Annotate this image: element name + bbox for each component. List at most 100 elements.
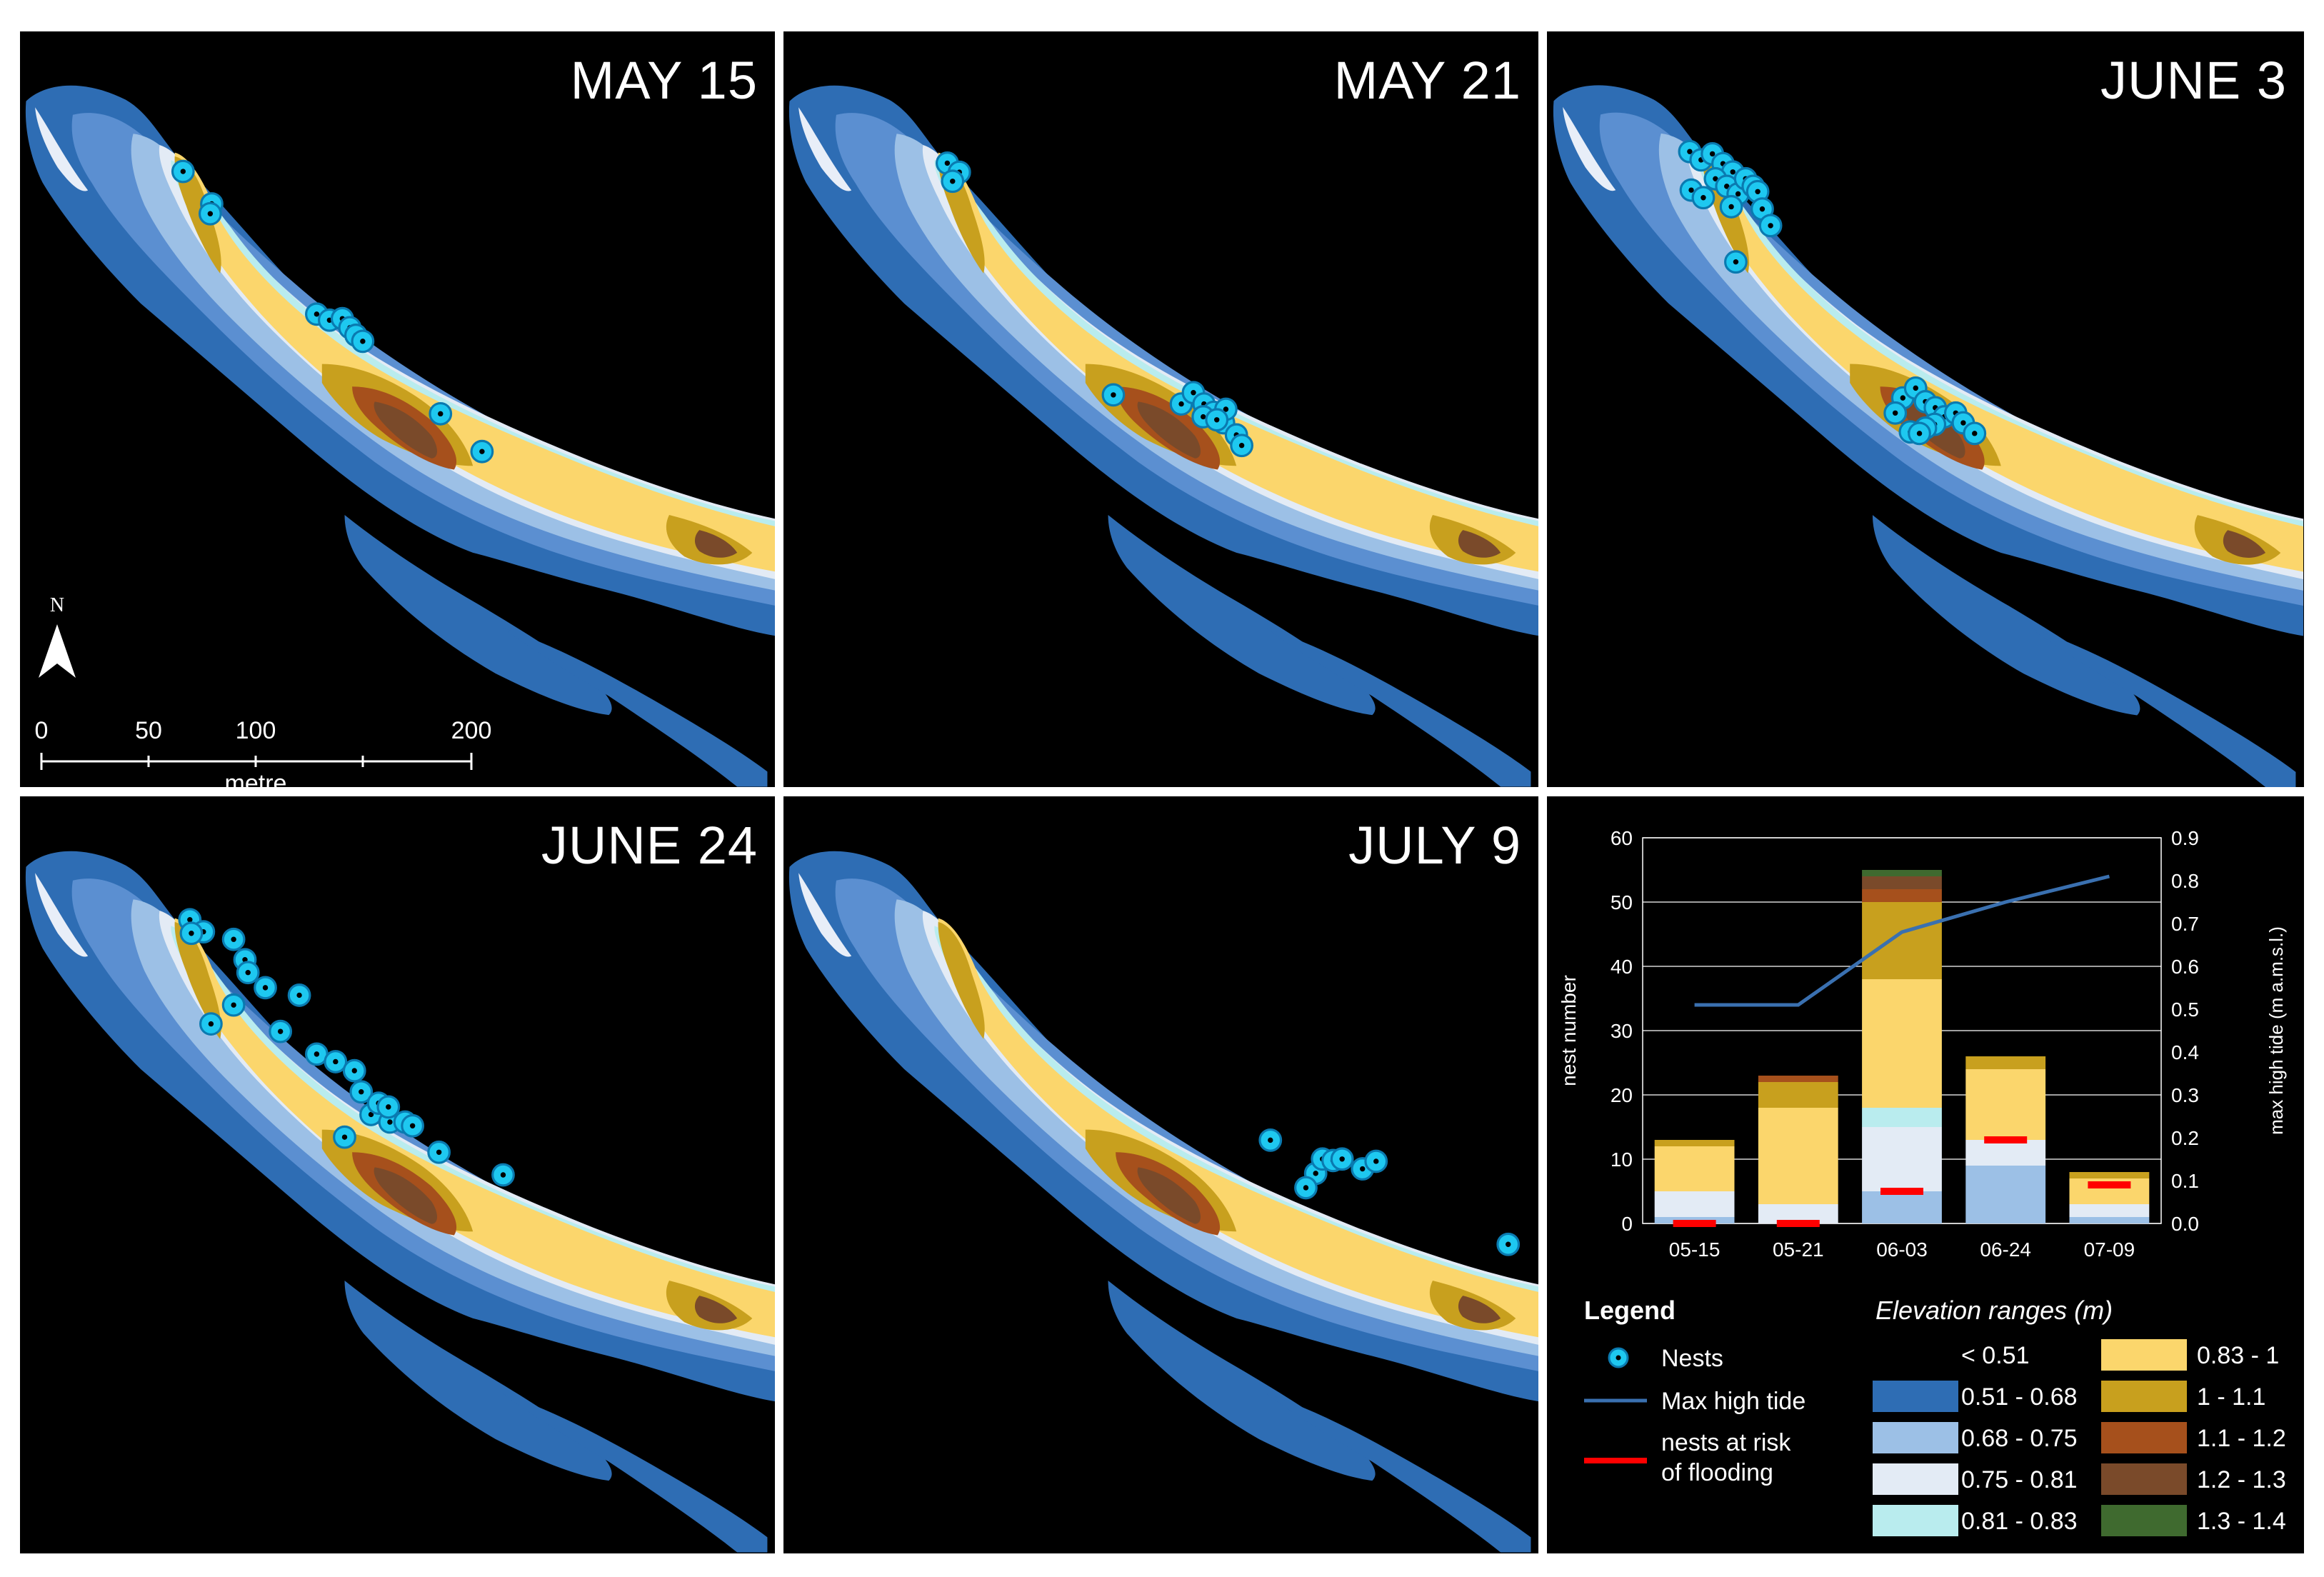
bar-segment	[1862, 979, 1942, 1108]
elevation-zone	[374, 401, 437, 459]
elevation-zone	[174, 156, 221, 274]
bar-segment	[2069, 1204, 2150, 1217]
nest-marker	[1496, 1232, 1521, 1256]
elevation-legend-item: 0.83 - 1	[2101, 1339, 2279, 1371]
panel-title: JULY 9	[1348, 816, 1521, 875]
nest-marker	[254, 976, 277, 1000]
elevation-zone	[344, 1280, 612, 1481]
x-tick-label: 05-21	[1773, 1238, 1824, 1261]
y-tick-label: 20	[1611, 1084, 1633, 1106]
y2-tick-label: 0.4	[2171, 1041, 2199, 1063]
legend-swatch	[2101, 1381, 2187, 1412]
y2-tick-label: 0.3	[2171, 1084, 2199, 1106]
nest-marker	[269, 1019, 293, 1043]
elevation-legend-item: 0.51 - 0.68	[1873, 1381, 2078, 1412]
legend-item-label: 1.1 - 1.2	[2197, 1425, 2286, 1452]
nest-marker	[1294, 1176, 1318, 1200]
panel-title: MAY 15	[570, 51, 758, 110]
bar-segment	[1758, 1076, 1838, 1082]
elevation-map	[788, 851, 1538, 1553]
bar-segment	[2069, 1172, 2150, 1178]
nest-marker	[324, 1050, 348, 1073]
elevation-zone	[938, 918, 1538, 1338]
y-tick-label: 40	[1611, 956, 1633, 978]
nest-marker	[198, 201, 222, 226]
y-tick-label: 10	[1611, 1148, 1633, 1171]
y2-axis-label: max high tide (m a.m.s.l.)	[2265, 926, 2287, 1135]
elevation-zone	[694, 530, 738, 558]
x-tick-label: 07-09	[2084, 1238, 2135, 1261]
bar-segment	[1862, 870, 1942, 876]
bar-segment	[1654, 1146, 1735, 1191]
elevation-zone	[503, 1393, 768, 1553]
bar-segment	[1965, 1166, 2046, 1223]
y-axis-label: nest number	[1558, 975, 1580, 1086]
y2-tick-label: 0.6	[2171, 956, 2199, 978]
elevation-zone	[938, 921, 985, 1039]
nest-marker	[1908, 421, 1931, 446]
y2-tick-label: 0.7	[2171, 913, 2199, 935]
elevation-zone	[174, 152, 775, 572]
elevation-legend-item: 0.75 - 0.81	[1873, 1463, 2078, 1495]
elevation-zone	[1137, 401, 1201, 459]
bar-segment	[2069, 1217, 2150, 1223]
elevation-zone	[1702, 152, 2303, 572]
y2-tick-label: 0.2	[2171, 1127, 2199, 1149]
nest-marker	[401, 1113, 425, 1138]
legend-swatch	[2101, 1339, 2187, 1371]
legend-item-label: 1.2 - 1.3	[2197, 1466, 2286, 1493]
nest-marker	[1883, 401, 1908, 425]
legend-item-label: 0.75 - 0.81	[1961, 1466, 2078, 1493]
legend: Legend Elevation ranges (m) Nests Max hi…	[1584, 1296, 2286, 1536]
elevation-map	[788, 85, 1538, 787]
north-arrow-icon	[39, 624, 76, 678]
elevation-legend-item: 1 - 1.1	[2101, 1381, 2265, 1412]
legend-item-label: 1 - 1.1	[2197, 1383, 2265, 1411]
elevation-zone	[1266, 628, 1531, 787]
scale-bar: N 0 50 100 200 metre	[35, 594, 492, 787]
bar-segment	[1862, 1108, 1942, 1127]
panel-title: MAY 21	[1333, 51, 1521, 110]
legend-swatch	[2101, 1505, 2187, 1536]
y-tick-label: 30	[1611, 1020, 1633, 1042]
legend-tide: Max high tide	[1584, 1388, 1805, 1415]
bar-segment	[1862, 1191, 1942, 1223]
elevation-zone	[374, 1167, 437, 1224]
nest-marker	[1719, 195, 1743, 219]
north-label: N	[50, 594, 64, 616]
nest-marker	[1205, 408, 1229, 432]
legend-item-label: 1.3 - 1.4	[2197, 1508, 2286, 1535]
x-tick-label: 06-03	[1876, 1238, 1928, 1261]
bar-segment	[1862, 1127, 1942, 1191]
tide-line	[1694, 874, 2110, 1007]
nest-marker	[1691, 186, 1716, 210]
nest-marker	[287, 983, 311, 1007]
elevation-zone	[344, 514, 612, 716]
nest-marker	[1230, 434, 1253, 458]
elevation-title: Elevation ranges (m)	[1875, 1296, 2113, 1325]
elevation-zone	[694, 1296, 738, 1323]
elevation-zone	[1458, 530, 1501, 558]
y2-tick-label: 0.5	[2171, 998, 2199, 1021]
tidal-edge	[798, 107, 852, 191]
elevation-zone	[503, 628, 768, 787]
elevation-map	[25, 85, 775, 787]
legend-swatch	[1873, 1381, 1958, 1412]
y-tick-label: 50	[1611, 891, 1633, 913]
y-tick-label: 60	[1611, 827, 1633, 849]
x-tick-label: 05-15	[1669, 1238, 1721, 1261]
legend-swatch	[1873, 1463, 1958, 1495]
tidal-edge	[35, 873, 89, 957]
y2-tick-label: 0.8	[2171, 870, 2199, 892]
tidal-edge	[35, 107, 89, 191]
elevation-legend-item: < 0.51	[1961, 1342, 2029, 1369]
nest-marker	[179, 921, 204, 946]
nest-marker	[349, 1080, 374, 1104]
nest-marker	[333, 1125, 356, 1149]
nest-marker	[171, 159, 195, 184]
nest-marker	[199, 1012, 223, 1036]
elevation-zone	[2031, 628, 2296, 787]
legend-item-label: 0.81 - 0.83	[1961, 1508, 2078, 1535]
elevation-zone	[1108, 514, 1376, 716]
chart-legend-panel: 0 10 20 30 40 50 60 0.0 0.1 0.2 0.3 0.4 0.5 0.6 0.7 0.8…	[1547, 796, 2304, 1553]
